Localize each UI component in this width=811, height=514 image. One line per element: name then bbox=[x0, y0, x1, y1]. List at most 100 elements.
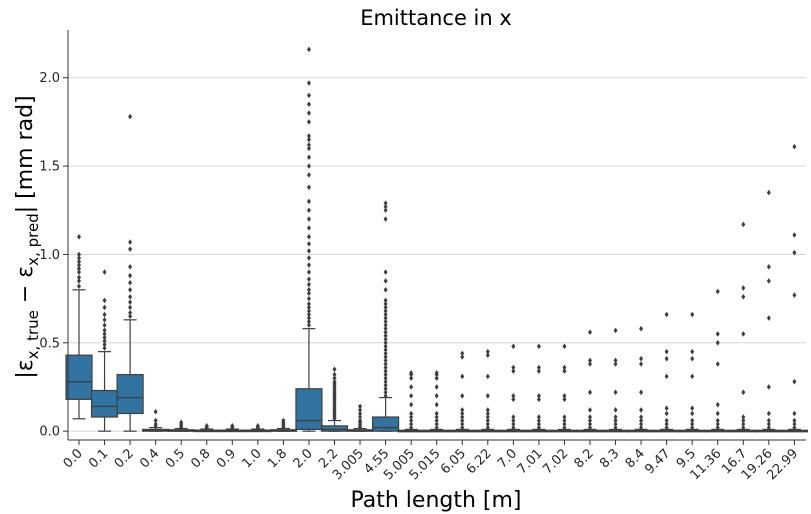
outlier-point bbox=[306, 315, 311, 321]
outlier-point bbox=[383, 200, 388, 206]
outlier-point bbox=[102, 297, 107, 304]
outlier-point bbox=[332, 371, 337, 378]
outlier-point bbox=[511, 364, 516, 371]
outlier-point bbox=[766, 417, 771, 424]
outlier-point bbox=[562, 424, 567, 431]
outlier-point bbox=[306, 248, 311, 254]
outlier-point bbox=[306, 311, 311, 318]
box-iqr bbox=[372, 416, 400, 432]
box-plot-7.02 bbox=[550, 343, 579, 433]
outlier-point bbox=[102, 327, 107, 334]
y-tick-label: 1.5 bbox=[39, 160, 60, 175]
outlier-point bbox=[128, 304, 133, 311]
box-plot-1.8 bbox=[269, 417, 297, 432]
box-plot-16.7 bbox=[729, 221, 757, 433]
outlier-point bbox=[383, 278, 388, 284]
box-plot-0.9 bbox=[218, 423, 246, 433]
outlier-point bbox=[664, 410, 669, 417]
outlier-point bbox=[128, 239, 133, 245]
outlier-point bbox=[792, 378, 797, 385]
outlier-point bbox=[102, 331, 107, 337]
outlier-point bbox=[588, 417, 592, 424]
outlier-point bbox=[306, 46, 311, 53]
outlier-point bbox=[383, 364, 388, 371]
outlier-point bbox=[128, 272, 133, 279]
outlier-point bbox=[741, 421, 746, 427]
outlier-point bbox=[409, 424, 414, 431]
outlier-point bbox=[715, 340, 720, 346]
outlier-point bbox=[792, 143, 797, 150]
outlier-point bbox=[306, 172, 311, 178]
outlier-point bbox=[460, 354, 465, 360]
outlier-point bbox=[562, 368, 567, 374]
outlier-point bbox=[613, 414, 618, 420]
outlier-point bbox=[383, 329, 388, 335]
outlier-point bbox=[383, 385, 388, 392]
outlier-point bbox=[690, 424, 695, 431]
outlier-point bbox=[102, 304, 107, 311]
outlier-point bbox=[77, 262, 81, 268]
outlier-point bbox=[690, 373, 695, 380]
outlier-point bbox=[358, 410, 363, 417]
box-plot-1.0 bbox=[244, 423, 272, 433]
outlier-point bbox=[741, 285, 746, 291]
outlier-point bbox=[77, 283, 81, 290]
outlier-point bbox=[306, 241, 311, 247]
outlier-point bbox=[511, 421, 516, 427]
outlier-point bbox=[358, 417, 363, 424]
outlier-point bbox=[409, 375, 414, 381]
outlier-point bbox=[102, 345, 107, 351]
outlier-point bbox=[434, 375, 439, 381]
box-plot-7.01 bbox=[525, 343, 553, 433]
outlier-point bbox=[358, 407, 363, 413]
outlier-point bbox=[409, 410, 414, 417]
outlier-point bbox=[562, 421, 567, 427]
box-iqr bbox=[65, 354, 93, 400]
outlier-point bbox=[409, 401, 414, 408]
outlier-point bbox=[741, 414, 746, 420]
outlier-point bbox=[485, 352, 490, 358]
y-axis-label-lead: |ε bbox=[13, 359, 38, 378]
outlier-point bbox=[306, 304, 311, 311]
outlier-point bbox=[562, 396, 567, 403]
outlier-point bbox=[485, 407, 490, 413]
outlier-point bbox=[434, 384, 439, 390]
outlier-point bbox=[766, 384, 771, 390]
outlier-point bbox=[639, 407, 644, 413]
outlier-point bbox=[792, 417, 797, 424]
outlier-point bbox=[792, 424, 797, 431]
outlier-point bbox=[255, 423, 260, 429]
outlier-point bbox=[485, 414, 490, 420]
outlier-point bbox=[613, 407, 618, 413]
outlier-point bbox=[536, 393, 541, 399]
outlier-point bbox=[128, 279, 133, 286]
outlier-point bbox=[511, 417, 516, 424]
outlier-point bbox=[715, 410, 720, 417]
outlier-point bbox=[511, 396, 516, 403]
outlier-point bbox=[383, 318, 388, 325]
outlier-point bbox=[332, 378, 337, 385]
outlier-point bbox=[306, 262, 311, 268]
outlier-point bbox=[460, 424, 465, 431]
outlier-point bbox=[664, 421, 669, 427]
outlier-point bbox=[715, 417, 720, 424]
outlier-point bbox=[639, 361, 644, 367]
box-iqr bbox=[90, 389, 119, 418]
box-plot-8.3 bbox=[601, 327, 630, 433]
outlier-point bbox=[741, 389, 746, 396]
outlier-point bbox=[409, 370, 414, 376]
outlier-point bbox=[383, 354, 388, 360]
outlier-point bbox=[536, 368, 541, 374]
box-plot-4.55 bbox=[372, 200, 400, 432]
outlier-point bbox=[588, 424, 592, 431]
outlier-point bbox=[383, 325, 388, 332]
outlier-point bbox=[690, 405, 695, 411]
outlier-point bbox=[588, 414, 592, 420]
outlier-point bbox=[153, 417, 158, 424]
box-plot-9.5 bbox=[678, 311, 706, 433]
outlier-point bbox=[460, 393, 465, 399]
outlier-point bbox=[306, 286, 311, 293]
outlier-point bbox=[383, 357, 388, 364]
outlier-point bbox=[306, 198, 311, 205]
outlier-point bbox=[153, 421, 158, 427]
